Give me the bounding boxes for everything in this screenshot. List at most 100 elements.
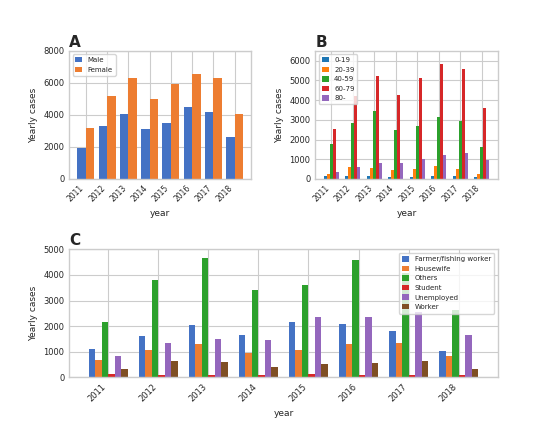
Bar <box>367 176 370 179</box>
Bar <box>189 325 195 377</box>
Bar <box>150 99 158 179</box>
Bar <box>357 167 360 179</box>
Bar <box>413 169 416 179</box>
Bar <box>330 145 333 179</box>
Bar <box>346 344 352 377</box>
Bar <box>202 258 208 377</box>
Bar <box>184 107 192 179</box>
Bar <box>107 96 116 179</box>
Bar <box>139 336 145 377</box>
Bar <box>459 121 462 179</box>
Bar <box>158 375 165 377</box>
Bar <box>128 78 137 179</box>
Bar <box>88 349 95 377</box>
Bar <box>108 374 114 377</box>
Text: C: C <box>69 233 80 248</box>
Bar <box>474 177 477 179</box>
Bar <box>458 374 465 377</box>
Bar <box>375 75 379 179</box>
Bar <box>252 290 258 377</box>
Y-axis label: Yearly cases: Yearly cases <box>29 87 38 142</box>
Bar <box>208 375 215 377</box>
Bar <box>391 170 394 179</box>
Text: B: B <box>315 35 327 50</box>
Bar <box>402 273 409 377</box>
Bar <box>452 310 458 377</box>
Bar <box>351 123 354 179</box>
Bar <box>483 108 487 179</box>
Bar <box>324 176 327 179</box>
Bar <box>439 351 446 377</box>
Bar <box>165 343 171 377</box>
Bar <box>205 112 213 179</box>
Bar <box>295 350 302 377</box>
Bar <box>309 374 315 377</box>
Bar <box>388 177 391 179</box>
Bar <box>370 167 373 179</box>
Bar <box>379 163 382 179</box>
Bar <box>477 174 481 179</box>
Bar <box>121 369 128 377</box>
Bar <box>302 285 309 377</box>
Bar <box>215 339 221 377</box>
Bar <box>163 123 171 179</box>
Bar <box>397 95 400 179</box>
Legend: Farmer/fishing worker, Housewife, Others, Student, Unemployed, Worker: Farmer/fishing worker, Housewife, Others… <box>399 253 494 313</box>
Bar <box>258 374 265 377</box>
Bar <box>409 374 415 377</box>
Bar <box>354 96 357 179</box>
Bar <box>120 114 128 179</box>
Bar <box>421 361 428 377</box>
Bar <box>394 131 397 179</box>
Bar <box>195 343 202 377</box>
Bar <box>272 367 278 377</box>
Bar <box>339 324 346 377</box>
Bar <box>415 312 421 377</box>
Bar <box>221 362 228 377</box>
Bar <box>141 129 150 179</box>
Bar <box>327 174 330 179</box>
Bar <box>98 126 107 179</box>
Bar <box>440 64 444 179</box>
Bar <box>472 369 478 377</box>
Bar <box>358 374 365 377</box>
Bar <box>365 317 372 377</box>
Bar <box>95 360 102 377</box>
Bar <box>86 128 95 179</box>
Bar <box>246 352 252 377</box>
Bar <box>410 177 413 179</box>
Legend: Male, Female: Male, Female <box>72 54 116 75</box>
Bar <box>171 84 179 179</box>
Bar <box>265 340 272 377</box>
Bar <box>453 176 456 179</box>
Y-axis label: Yearly cases: Yearly cases <box>275 87 284 142</box>
Bar <box>419 78 422 179</box>
Legend: 0-19, 20-39, 40-59, 60-79, 80-: 0-19, 20-39, 40-59, 60-79, 80- <box>319 54 357 104</box>
Bar <box>321 363 328 377</box>
Bar <box>416 126 419 179</box>
Bar <box>102 321 108 377</box>
Bar <box>446 356 452 377</box>
Bar <box>444 155 446 179</box>
Bar <box>348 167 351 179</box>
Bar <box>152 280 158 377</box>
X-axis label: year: year <box>397 209 416 218</box>
Bar <box>171 361 178 377</box>
Bar <box>352 259 358 377</box>
Bar <box>487 159 489 179</box>
Y-axis label: Yearly cases: Yearly cases <box>29 286 38 341</box>
Bar <box>226 137 234 179</box>
Bar <box>465 153 468 179</box>
Bar <box>336 173 338 179</box>
Bar <box>145 350 152 377</box>
Bar <box>333 128 336 179</box>
Bar <box>422 159 425 179</box>
Bar <box>213 78 222 179</box>
Bar <box>395 343 402 377</box>
Bar <box>437 117 440 179</box>
Bar <box>481 147 483 179</box>
Bar <box>345 176 348 179</box>
Bar <box>234 114 243 179</box>
Bar <box>456 169 459 179</box>
Bar <box>192 74 201 179</box>
